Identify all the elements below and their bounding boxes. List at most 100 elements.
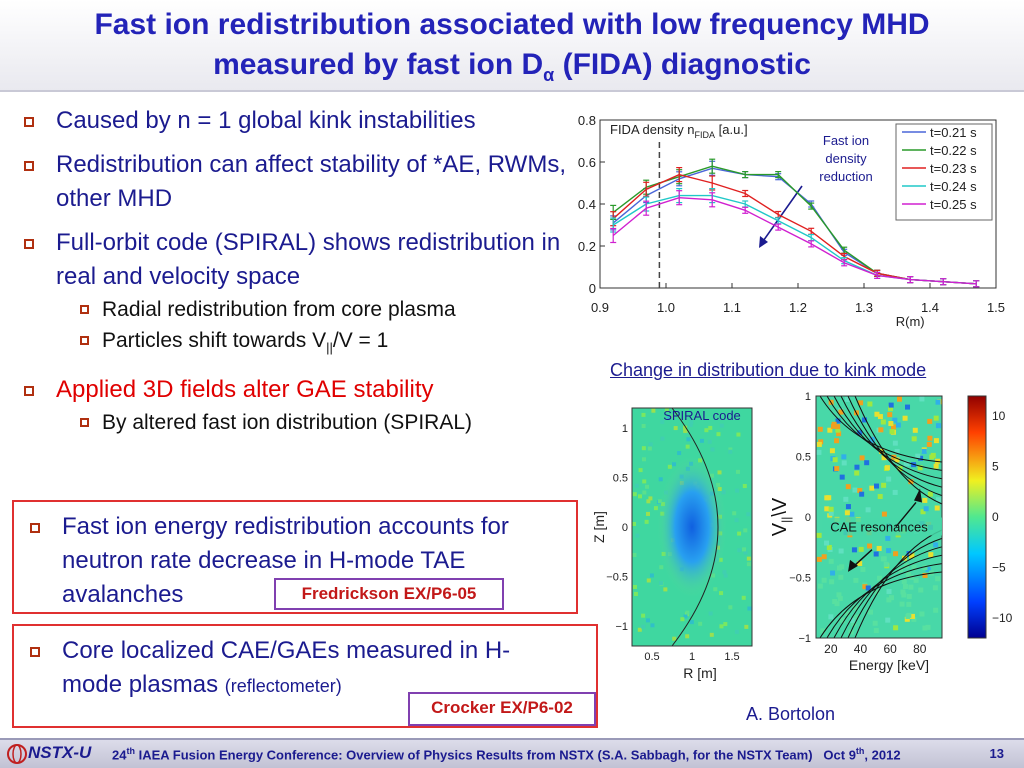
series-line — [612, 196, 977, 285]
noise-pixel — [816, 449, 822, 455]
legend-label: t=0.23 s — [930, 161, 977, 176]
noise-pixel — [926, 441, 932, 447]
noise-pixel — [923, 506, 929, 512]
noise-pixel — [877, 494, 883, 500]
noise-pixel — [832, 457, 838, 463]
nstx-logo: NSTX-U — [6, 742, 102, 766]
y-tick-label: 0.2 — [578, 239, 596, 254]
noise-pixel — [723, 622, 728, 627]
core-depletion-region — [658, 457, 726, 597]
noise-pixel — [906, 601, 912, 607]
noise-pixel — [852, 487, 858, 493]
box-text-main: Core localized CAE/GAEs measured in H-mo… — [62, 637, 511, 698]
noise-pixel — [650, 623, 655, 628]
noise-pixel — [632, 552, 637, 557]
noise-pixel — [836, 565, 842, 571]
bullet-gae: Applied 3D fields alter GAE stability — [16, 373, 576, 407]
noise-pixel — [659, 565, 664, 570]
noise-pixel — [918, 587, 924, 593]
resonance-curve — [854, 529, 943, 639]
noise-pixel — [934, 505, 940, 511]
noise-pixel — [884, 465, 890, 471]
noise-pixel — [722, 570, 727, 575]
noise-pixel — [698, 621, 703, 626]
title-bar: Fast ion redistribution associated with … — [0, 0, 1024, 92]
noise-pixel — [886, 597, 892, 603]
noise-pixel — [642, 490, 647, 495]
noise-pixel — [894, 448, 900, 454]
square-bullet-icon — [80, 336, 89, 345]
noise-pixel — [869, 485, 875, 491]
noise-pixel — [933, 607, 939, 613]
noise-pixel — [903, 460, 909, 466]
noise-pixel — [915, 453, 921, 459]
noise-pixel — [853, 614, 859, 620]
noise-pixel — [922, 625, 928, 631]
noise-pixel — [933, 415, 939, 421]
noise-pixel — [851, 547, 857, 553]
title-line-2: measured by fast ion Dα (FIDA) diagnosti… — [0, 45, 1024, 95]
noise-pixel — [858, 400, 864, 406]
parallel-subscript: || — [326, 340, 333, 356]
y-tick-label: −0.5 — [606, 572, 628, 584]
noise-pixel — [659, 581, 664, 586]
noise-pixel — [717, 470, 722, 475]
noise-pixel — [824, 540, 830, 546]
noise-pixel — [845, 504, 851, 510]
noise-pixel — [673, 426, 678, 431]
arrow-head-icon — [848, 559, 858, 572]
noise-pixel — [932, 585, 938, 591]
noise-pixel — [900, 589, 906, 595]
x-tick-label: 1.5 — [724, 651, 739, 663]
noise-pixel — [896, 396, 902, 402]
noise-pixel — [844, 396, 850, 402]
noise-pixel — [908, 479, 914, 485]
noise-pixel — [660, 436, 665, 441]
noise-pixel — [835, 427, 841, 433]
noise-pixel — [829, 579, 835, 585]
noise-pixel — [857, 561, 863, 567]
resonance-curve — [847, 537, 943, 639]
noise-pixel — [881, 455, 887, 461]
y-tick-label: 0.5 — [796, 452, 811, 464]
arrow-head-icon — [759, 236, 768, 248]
noise-pixel — [912, 427, 918, 433]
footer-date-sup: th — [855, 746, 865, 756]
cae-resonances-label: CAE resonances — [830, 520, 928, 535]
x-tick-label: 1.5 — [987, 300, 1005, 315]
noise-pixel — [746, 556, 751, 561]
highlight-box-cae: Core localized CAE/GAEs measured in H-mo… — [12, 624, 598, 728]
resonance-curve — [840, 395, 943, 488]
colorbar-tick-label: 0 — [992, 510, 999, 524]
y-axis-label: FIDA density nFIDA [a.u.] — [610, 122, 748, 140]
footer-date: Oct 9 — [823, 747, 856, 763]
noise-pixel — [925, 624, 931, 630]
sub-bullet-text: By altered fast ion distribution (SPIRAL… — [102, 411, 473, 435]
noise-pixel — [657, 499, 662, 504]
square-bullet-icon — [24, 239, 34, 249]
noise-pixel — [877, 575, 883, 581]
noise-pixel — [927, 418, 933, 424]
title-line-2-pre: measured by fast ion D — [213, 48, 544, 81]
noise-pixel — [638, 494, 643, 499]
square-bullet-icon — [24, 161, 34, 171]
noise-pixel — [632, 584, 637, 589]
noise-pixel — [886, 476, 892, 482]
noise-pixel — [876, 545, 882, 551]
noise-pixel — [723, 573, 728, 578]
noise-pixel — [917, 465, 923, 471]
noise-pixel — [646, 578, 651, 583]
noise-pixel — [838, 548, 844, 554]
noise-pixel — [683, 425, 688, 430]
y-tick-label: −1 — [798, 633, 811, 645]
noise-pixel — [826, 495, 832, 501]
noise-pixel — [920, 509, 926, 515]
footer-num: 24 — [112, 747, 127, 763]
noise-pixel — [881, 511, 887, 517]
noise-pixel — [928, 552, 934, 558]
noise-pixel — [909, 613, 915, 619]
noise-pixel — [864, 460, 870, 466]
noise-pixel — [877, 414, 883, 420]
square-bullet-icon — [80, 305, 89, 314]
noise-pixel — [839, 474, 845, 480]
